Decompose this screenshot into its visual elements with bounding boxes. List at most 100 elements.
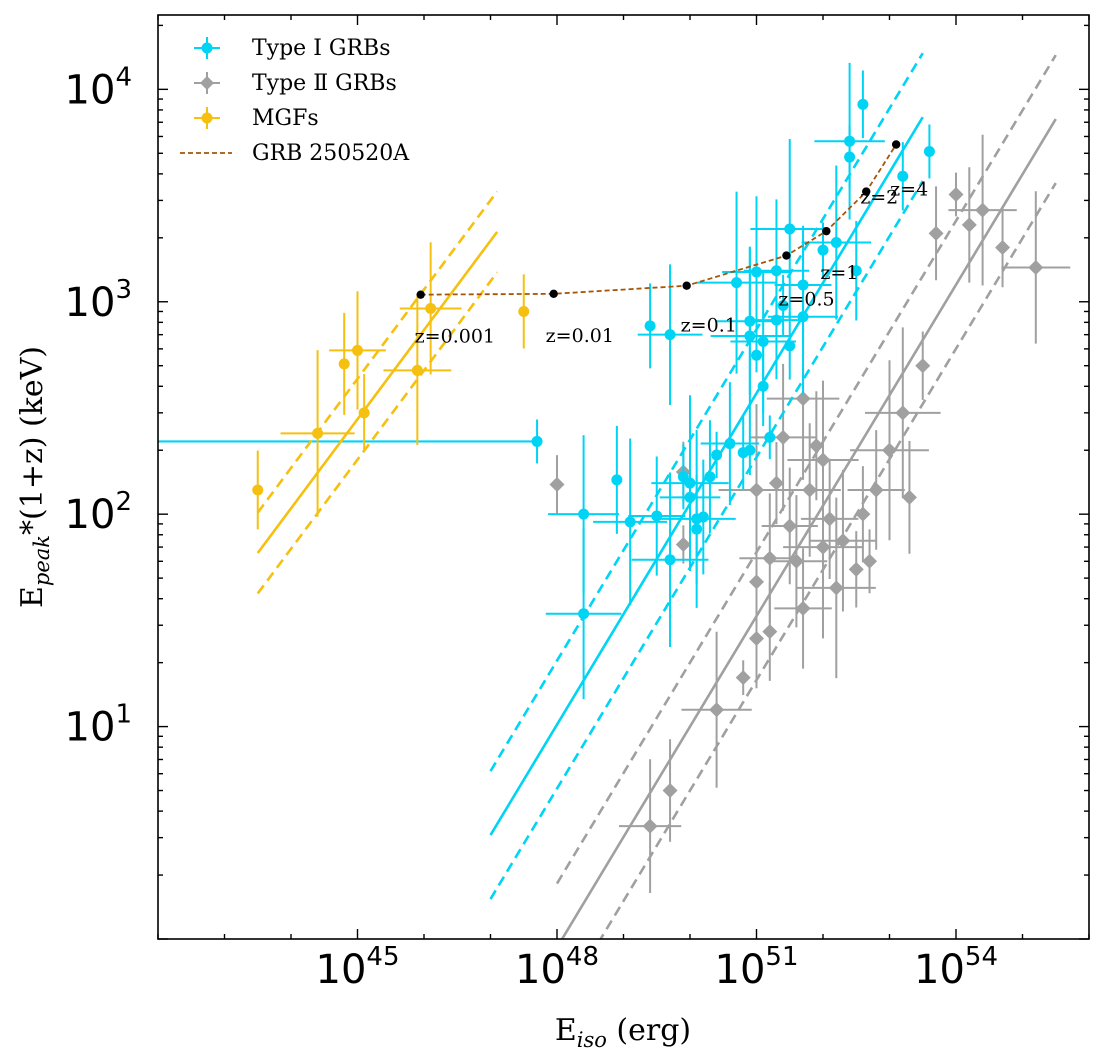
z-label: z=0.5 (778, 289, 834, 311)
fit-line (256, 231, 499, 554)
mgf-point (352, 344, 363, 356)
y-tick-label: 101 (65, 700, 132, 751)
fit-line (560, 118, 1057, 939)
type1-point (923, 145, 935, 157)
legend-entry: Type Ⅱ GRBs (194, 71, 397, 96)
track-point (822, 226, 831, 236)
type2-point (675, 536, 691, 552)
type2-point (961, 217, 977, 233)
type2-point (662, 783, 678, 799)
track-point (891, 140, 901, 149)
type2-point (915, 358, 931, 374)
type2-point (642, 818, 658, 834)
type1-point (817, 244, 829, 256)
x-axis-label: Eiso (erg) (555, 1013, 691, 1052)
type2-point (749, 482, 764, 498)
type2-point (835, 533, 851, 549)
type2-point (782, 518, 798, 534)
legend-label: Type Ⅱ GRBs (252, 71, 397, 96)
type2-point (975, 202, 991, 218)
track-point (416, 290, 425, 299)
type2-point (795, 600, 811, 616)
type1-point (664, 554, 676, 566)
type2-point (815, 539, 831, 555)
type2-point (768, 475, 784, 491)
type2-point (749, 574, 764, 590)
type1-point (764, 431, 776, 443)
y-axis-label: Epeak*(1+z) (keV) (15, 346, 54, 608)
z-label: z=0.001 (415, 326, 495, 348)
track-point (862, 187, 871, 196)
track-point (782, 251, 791, 260)
type2-point (895, 405, 911, 421)
type1-point (697, 511, 709, 523)
mgf-point (252, 484, 264, 496)
type2-point (1028, 259, 1044, 275)
type1-point (691, 523, 703, 535)
type1-point (751, 349, 762, 361)
legend-marker (201, 112, 213, 124)
z-label: z=0.1 (681, 315, 737, 337)
x-tick-label: 1051 (715, 942, 799, 993)
y-tick-label: 103 (65, 275, 132, 326)
mgf-point (425, 302, 437, 314)
track-point (549, 289, 558, 299)
x-tick-label: 1048 (515, 942, 599, 993)
type2-point (995, 240, 1011, 256)
type2-point (948, 186, 964, 202)
type1-point (784, 340, 796, 352)
mgf-point (411, 364, 423, 376)
fit-band-upper (555, 54, 1057, 885)
plot-area: z=0.001 z=0.01 z=0.1 z=0.5 z=1 z=2z=4 (158, 52, 1071, 939)
track-point (682, 281, 691, 290)
x-tick-label: 1045 (316, 942, 400, 993)
fit-band-lower (599, 182, 1057, 939)
type1-point (850, 265, 862, 277)
type1-point (664, 329, 676, 341)
tick-labels: 1045 1048 1051 1054 101 102 103 104 (65, 62, 998, 993)
mgf-point (358, 407, 370, 419)
type2-point (549, 476, 565, 492)
type2-point (808, 438, 824, 454)
type2-point (848, 561, 864, 577)
mgf-point (312, 427, 324, 439)
type2-point (775, 429, 791, 445)
mgf-point (338, 358, 350, 370)
legend-marker (200, 76, 214, 90)
type2-point (882, 442, 897, 458)
type1-point (757, 335, 769, 347)
fit-band-upper (256, 190, 499, 514)
fit-band-lower (256, 271, 499, 595)
fit-band-lower (489, 180, 924, 900)
type2-point (828, 580, 844, 596)
type1-point (684, 477, 696, 489)
legend: Type I GRBs Type Ⅱ GRBs MGFs GRB 250520A (180, 36, 410, 166)
legend-entry: MGFs (194, 106, 319, 131)
type1-point (731, 277, 743, 289)
type2-point (735, 670, 751, 686)
type2-point (928, 225, 944, 241)
x-tick-label: 1054 (914, 942, 998, 993)
type1-point (624, 516, 636, 528)
type1-point (704, 471, 716, 483)
type1-point (711, 449, 723, 461)
z-label: z=1 (820, 262, 858, 284)
legend-entry: GRB 250520A (180, 141, 410, 166)
type2-point (709, 702, 725, 718)
type2-point (762, 624, 778, 640)
type2-point (788, 553, 804, 569)
type2-point (868, 482, 884, 498)
type1-point (784, 223, 796, 235)
type1-point (578, 508, 590, 520)
type1-point (757, 380, 769, 392)
type2-point (815, 452, 831, 468)
legend-label: Type I GRBs (252, 36, 390, 61)
type2-point (795, 391, 811, 407)
type1-point (744, 444, 756, 456)
type1-point (830, 237, 842, 249)
z-label: z=0.01 (546, 325, 614, 347)
fit-band-upper (489, 52, 924, 772)
legend-label: MGFs (252, 106, 319, 131)
type1-point (611, 474, 623, 486)
